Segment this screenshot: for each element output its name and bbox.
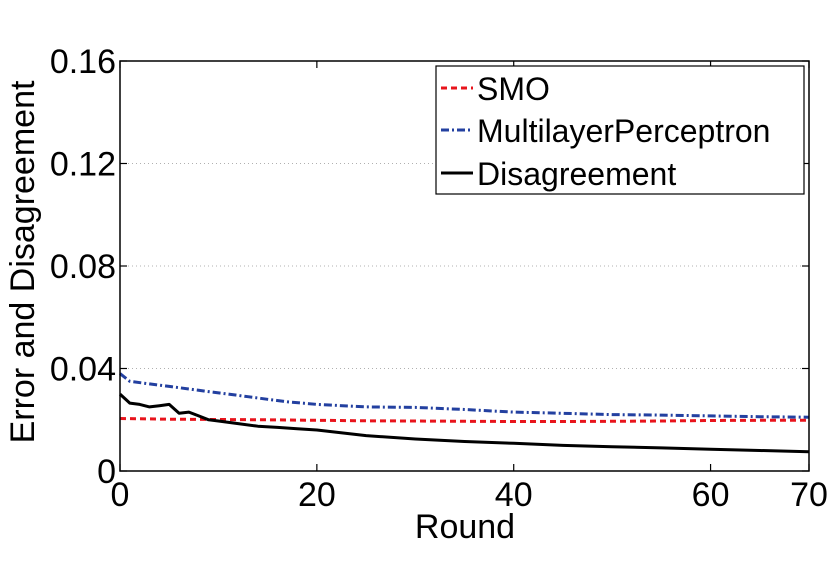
legend-box [435,65,805,195]
series-line-smo [119,417,809,423]
legend: SMO MultilayerPerceptron Disagreement [435,65,805,195]
y-tick-label: 0.12 [50,146,116,184]
series-line-multilayerperceptron [119,372,810,419]
y-tick-label: 0.16 [50,43,116,81]
legend-label-mlp: MultilayerPerceptron [477,113,770,149]
y-tick-label: 0.04 [50,351,116,389]
series-line-disagreement [118,392,810,454]
x-axis-title: Round [415,508,515,546]
x-tick-label: 0 [111,476,130,514]
y-axis-title: Error and Disagreement [4,80,42,443]
y-tick-labels: 0 0.04 0.08 0.12 0.16 [50,43,116,491]
x-tick-label: 20 [298,476,336,514]
x-tick-label: 40 [495,476,533,514]
series-layer [118,372,810,454]
legend-label-disagreement: Disagreement [477,156,676,192]
legend-label-smo: SMO [477,71,550,107]
x-tick-labels: 0 20 40 60 70 [111,476,828,514]
y-tick-label: 0.08 [50,248,116,286]
x-tick-label: 60 [692,476,730,514]
axis-ticks [119,60,810,472]
x-tick-label: 70 [790,476,828,514]
y-tick-label: 0 [97,453,116,491]
